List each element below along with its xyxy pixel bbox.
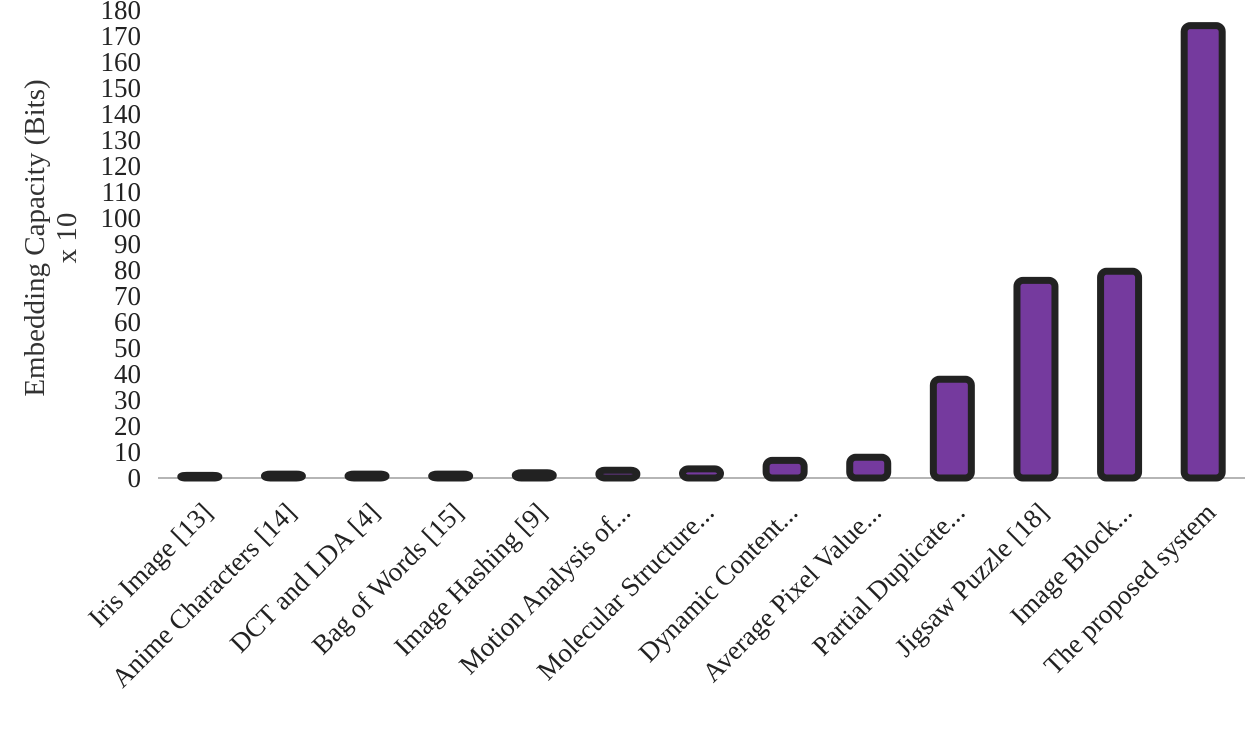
y-tick-label: 90 [114, 229, 141, 259]
y-axis-title-line-2: x 10 [51, 213, 83, 264]
y-axis-title-line-1: Embedding Capacity (Bits) [19, 79, 51, 396]
y-tick-label: 100 [101, 203, 142, 233]
bar [595, 466, 641, 482]
bar [1013, 276, 1059, 482]
y-tick-label: 150 [101, 73, 142, 103]
y-tick-label: 50 [114, 333, 141, 363]
x-category-label: Image Hashing [9] [388, 497, 552, 661]
y-tick-label: 20 [114, 411, 141, 441]
bar [1097, 267, 1143, 482]
y-tick-label: 140 [101, 99, 142, 129]
bar [511, 469, 557, 482]
y-tick-label: 30 [114, 385, 141, 415]
y-axis-ticks: 0102030405060708090100110120130140150160… [101, 0, 142, 493]
y-tick-label: 130 [101, 125, 142, 155]
y-tick-label: 160 [101, 47, 142, 77]
bar [344, 470, 390, 482]
bar [679, 465, 724, 482]
y-tick-label: 120 [101, 151, 142, 181]
bar [1180, 22, 1226, 482]
x-category-label: Dynamic Content... [633, 497, 804, 668]
x-category-label: Bag of Words [15] [306, 497, 469, 660]
y-tick-label: 60 [114, 307, 141, 337]
bar [260, 470, 306, 482]
y-tick-label: 80 [114, 255, 141, 285]
y-tick-label: 70 [114, 281, 141, 311]
y-tick-label: 10 [114, 437, 141, 467]
bar [762, 456, 808, 482]
y-tick-label: 0 [128, 463, 142, 493]
x-category-label: Partial Duplicate... [806, 497, 970, 661]
y-tick-label: 110 [102, 177, 142, 207]
x-axis-labels: Iris Image [13]Anime Characters [14]DCT … [82, 497, 1221, 693]
x-category-label: Jigsaw Puzzle [18] [889, 497, 1054, 662]
bar [177, 471, 223, 482]
y-tick-label: 180 [101, 0, 142, 25]
bar [929, 375, 975, 482]
y-tick-label: 170 [101, 21, 142, 51]
x-category-label: DCT and LDA [4] [224, 497, 385, 658]
bar [846, 453, 892, 482]
y-tick-label: 40 [114, 359, 141, 389]
bar [428, 470, 474, 482]
bars [177, 22, 1226, 482]
